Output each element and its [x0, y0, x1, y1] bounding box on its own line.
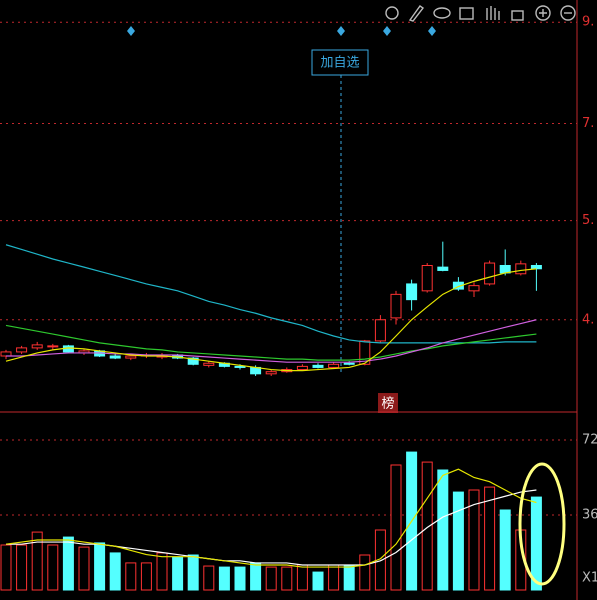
candle-body [109, 355, 121, 359]
rank-marker-label: 榜 [381, 396, 394, 412]
button-label[interactable]: 加自选 [320, 56, 359, 71]
candle-body [452, 281, 464, 290]
candle-body [203, 362, 215, 366]
volume-bar [374, 529, 386, 591]
volume-bar [452, 491, 464, 591]
candle-body [31, 344, 43, 349]
candle-body [265, 371, 277, 375]
volume-average [5, 468, 537, 568]
volume-bar [530, 496, 542, 591]
add-watchlist-button[interactable] [311, 49, 369, 76]
volume-unit: X1 [582, 571, 597, 586]
volume-bar [296, 564, 308, 591]
candle-body [16, 347, 28, 353]
volume-bar [484, 486, 496, 591]
moving-average [6, 319, 537, 363]
volume-bar [172, 556, 184, 591]
toolbar [385, 5, 576, 22]
candle-body [406, 283, 418, 301]
candle-body [390, 293, 402, 319]
y-tick-label: 7. [582, 116, 594, 131]
volume-bar [203, 565, 215, 591]
candle-body [421, 264, 433, 292]
volume-tick-label: 36 [582, 508, 597, 523]
volume-bar [156, 552, 168, 591]
zoom-in-icon[interactable] [535, 5, 551, 21]
candle-body [296, 365, 308, 371]
volume-bar [94, 542, 106, 591]
volume-bar [328, 564, 340, 591]
y-tick-label: 4. [582, 312, 594, 327]
volume-bar [390, 464, 402, 591]
candle-body [359, 340, 371, 365]
candle-body [0, 351, 12, 357]
volume-bar [125, 562, 137, 591]
candle-body [468, 285, 480, 292]
volume-bar [0, 544, 12, 591]
candle-body [515, 263, 527, 275]
eye-icon[interactable] [433, 7, 451, 19]
volume-bar [109, 552, 121, 591]
highlight-circle [518, 462, 566, 586]
candle-body [530, 264, 542, 270]
volume-bar [468, 489, 480, 591]
volume-bar [281, 566, 293, 591]
event-markers [127, 26, 436, 36]
moving-average [5, 268, 537, 372]
candle-body [47, 345, 59, 348]
settings-icon[interactable] [385, 6, 399, 20]
rank-marker [378, 393, 398, 413]
volume-bar [16, 544, 28, 591]
volume-bar [421, 461, 433, 591]
volume-bar [140, 562, 152, 591]
draw-icon[interactable] [408, 5, 425, 22]
volume-bar [359, 554, 371, 591]
volume-bar [234, 566, 246, 591]
volume-bar [265, 566, 277, 591]
box-icon[interactable] [459, 7, 474, 20]
lock-icon[interactable] [511, 10, 524, 21]
volume-bar [31, 531, 43, 591]
volume-bar [250, 562, 262, 591]
candle-body [125, 355, 137, 359]
candle-body [312, 364, 324, 368]
candle-body [484, 262, 496, 285]
y-tick-label: 9. [582, 15, 594, 30]
candle-body [343, 362, 355, 365]
volume-average [6, 489, 537, 566]
volume-bar [499, 509, 511, 591]
y-tick-label: 5. [582, 213, 594, 228]
moving-average [5, 244, 537, 344]
volume-bar [312, 571, 324, 591]
candle-body [374, 319, 386, 342]
volume-tick-label: 72 [582, 433, 597, 448]
volume-bar [437, 469, 449, 591]
hand-icon[interactable] [486, 6, 500, 20]
volume-bar [187, 554, 199, 591]
volume-bar [62, 536, 74, 591]
zoom-out-icon[interactable] [560, 5, 576, 21]
volume-bar [47, 544, 59, 591]
candle-body [234, 365, 246, 368]
candle-body [437, 266, 449, 271]
moving-average [5, 324, 537, 361]
volume-bar [78, 546, 90, 591]
volume-bar [343, 565, 355, 591]
candle-body [328, 363, 340, 368]
volume-bar [218, 566, 230, 591]
candle-body [187, 357, 199, 365]
